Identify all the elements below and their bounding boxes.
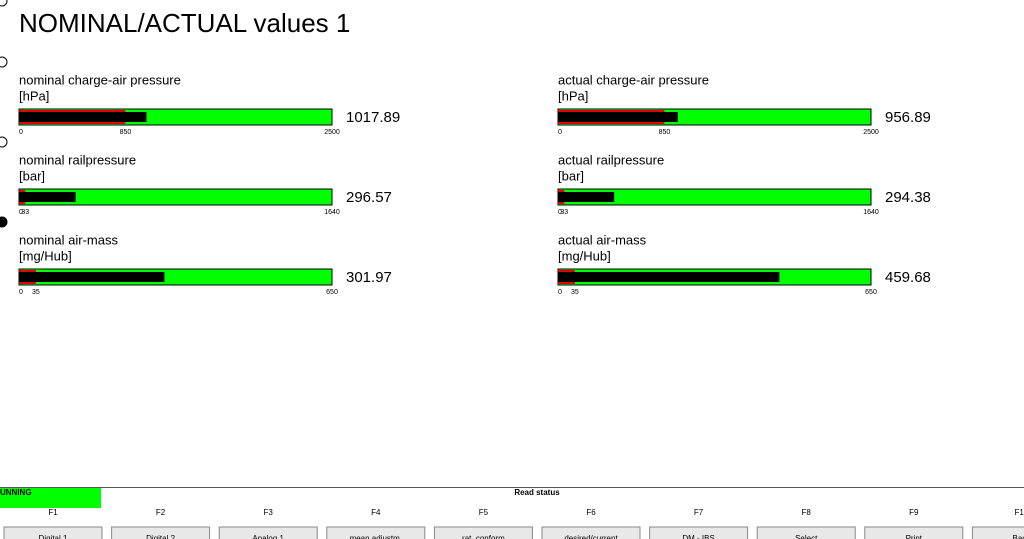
gauge-tick-label: 1640	[863, 209, 879, 216]
fkey-label: F5	[479, 508, 489, 517]
gauge-value-bar	[19, 272, 165, 282]
fkey-label: F3	[264, 508, 274, 517]
gauge-tick-label: 33	[21, 209, 29, 216]
fkey-button-label[interactable]: Analog 1	[252, 534, 284, 539]
fkey-label: F9	[909, 508, 919, 517]
gauge-unit: [mg/Hub]	[19, 248, 72, 263]
fkey-label: F1	[48, 508, 58, 517]
gauge-value-bar	[558, 192, 615, 202]
gauge-tick-label: 650	[326, 289, 338, 296]
gauge-value: 459.68	[885, 269, 931, 286]
gauge-tick-label: 0	[558, 209, 562, 216]
fkey-button[interactable]	[864, 526, 964, 539]
gauge-unit: [hPa]	[19, 88, 49, 103]
fkey-button-label[interactable]: mean adjustm.	[350, 534, 402, 539]
radio[interactable]	[0, 56, 8, 68]
gauge-tick-label: 35	[32, 289, 40, 296]
status-state: UNNING	[0, 488, 32, 497]
gauge-tick-label: 0	[19, 129, 23, 136]
gauge-unit: [mg/Hub]	[558, 248, 611, 263]
page-title: NOMINAL/ACTUAL values 1	[19, 8, 350, 38]
fkey-button[interactable]	[326, 526, 426, 539]
fkey-button[interactable]	[433, 526, 533, 539]
radio[interactable]	[0, 136, 8, 148]
gauge-title: actual air-mass	[558, 232, 647, 247]
gauge-title: nominal railpressure	[19, 152, 136, 167]
status-label: Read status	[514, 488, 560, 497]
fkey-button-label[interactable]: rat. conform	[462, 534, 505, 539]
fkey-button[interactable]	[111, 526, 211, 539]
gauge-title: actual charge-air pressure	[558, 72, 709, 87]
radio[interactable]	[0, 216, 8, 228]
fkey-button-label[interactable]: DM - IBS	[682, 534, 714, 539]
gauge-tick-label: 0	[558, 289, 562, 296]
fkey-button-label[interactable]: Select	[795, 534, 818, 539]
fkey-label: F6	[586, 508, 596, 517]
gauge-value: 296.57	[346, 189, 392, 206]
gauge-tick-label: 1640	[324, 209, 340, 216]
fkey-button-label[interactable]: Digital 1	[39, 534, 68, 539]
fkey-button-label[interactable]: Back	[1013, 534, 1024, 539]
fkey-label: F10	[1015, 508, 1024, 517]
fkey-button-label[interactable]: Digital 2	[146, 534, 175, 539]
gauge-tick-label: 33	[560, 209, 568, 216]
fkey-label: F7	[694, 508, 704, 517]
radio[interactable]	[0, 0, 8, 7]
gauge-value-bar	[19, 112, 147, 122]
gauge-value-bar	[19, 192, 76, 202]
gauge-tick-label: 650	[865, 289, 877, 296]
gauge-value-bar	[558, 272, 780, 282]
fkey-label: F8	[802, 508, 812, 517]
fkey-button-label[interactable]: Print	[906, 534, 923, 539]
gauge-value: 301.97	[346, 269, 392, 286]
fkey-button[interactable]	[756, 526, 856, 539]
gauge-title: actual railpressure	[558, 152, 664, 167]
status-indicator	[0, 488, 101, 508]
gauge-tick-label: 0	[19, 209, 23, 216]
gauge-tick-label: 0	[558, 129, 562, 136]
gauge-title: nominal charge-air pressure	[19, 72, 181, 87]
gauge-value-bar	[558, 112, 678, 122]
fkey-label: F2	[156, 508, 166, 517]
gauge-tick-label: 2500	[324, 129, 340, 136]
fkey-label: F4	[371, 508, 381, 517]
gauge-value: 956.89	[885, 109, 931, 126]
gauge-value: 294.38	[885, 189, 931, 206]
fkey-button[interactable]	[218, 526, 318, 539]
gauge-unit: [bar]	[19, 168, 45, 183]
fkey-button[interactable]	[3, 526, 103, 539]
fkey-button[interactable]	[649, 526, 749, 539]
fkey-button[interactable]	[541, 526, 641, 539]
gauge-tick-label: 0	[19, 289, 23, 296]
gauge-tick-label: 850	[120, 129, 132, 136]
gauge-value: 1017.89	[346, 109, 400, 126]
fkey-button[interactable]	[971, 526, 1024, 539]
gauge-title: nominal air-mass	[19, 232, 118, 247]
gauge-unit: [hPa]	[558, 88, 588, 103]
gauge-tick-label: 850	[659, 129, 671, 136]
gauge-unit: [bar]	[558, 168, 584, 183]
gauge-tick-label: 35	[571, 289, 579, 296]
fkey-button-label[interactable]: desired/current	[564, 534, 618, 539]
gauge-tick-label: 2500	[863, 129, 879, 136]
